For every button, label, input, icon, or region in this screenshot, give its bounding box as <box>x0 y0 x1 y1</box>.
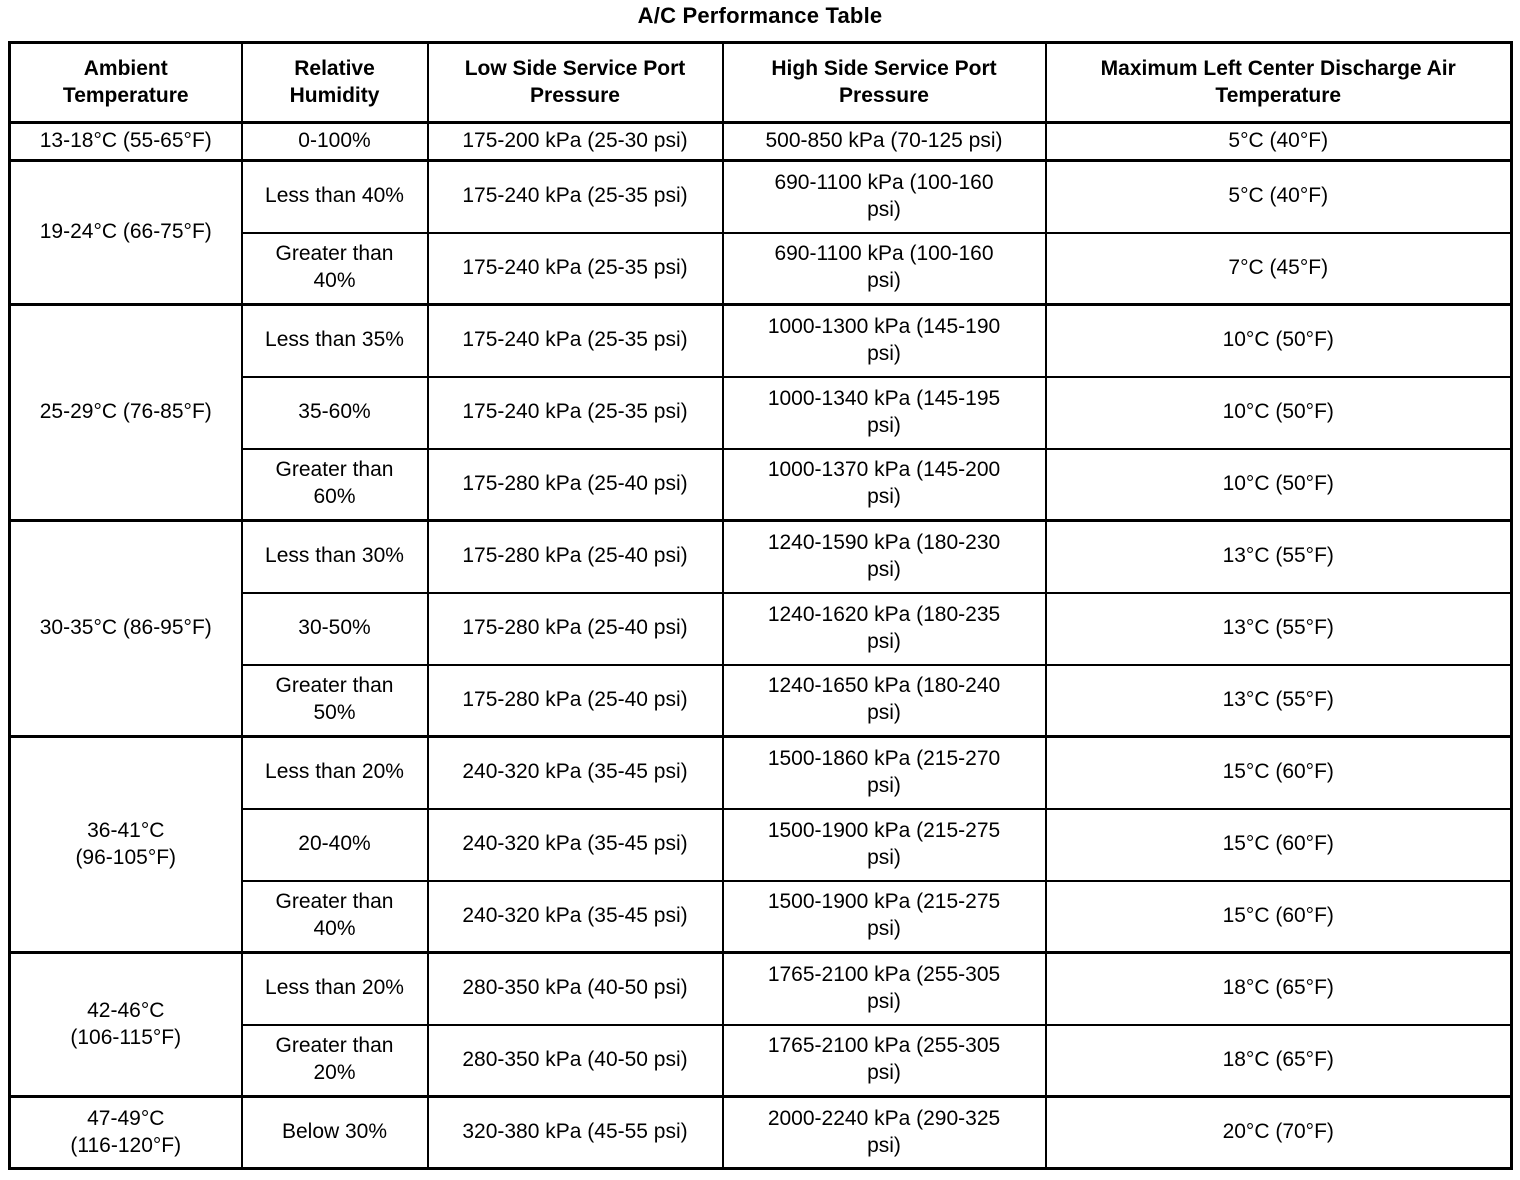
discharge-temp-cell: 13°C (55°F) <box>1044 663 1513 738</box>
table-row: Greater than 60% 175-280 kPa (25-40 psi)… <box>10 447 1513 522</box>
discharge-temp-cell: 20°C (70°F) <box>1044 1095 1513 1170</box>
low-pressure-cell: 175-240 kPa (25-35 psi) <box>426 375 724 450</box>
table-row: 19-24°C (66-75°F) Less than 40% 175-240 … <box>8 159 1513 306</box>
low-pressure-cell: 175-240 kPa (25-35 psi) <box>426 159 724 234</box>
humidity-cell: Greater than 40% <box>240 231 429 306</box>
low-pressure-cell: 175-240 kPa (25-35 psi) <box>426 303 724 378</box>
high-pressure-cell: 1240-1650 kPa (180-240 psi) <box>721 663 1047 738</box>
low-pressure-cell: 240-320 kPa (35-45 psi) <box>426 735 724 810</box>
header-max-discharge-temperature: Maximum Left Center Discharge Air Temper… <box>1044 41 1513 124</box>
humidity-cell: 0-100% <box>240 121 429 162</box>
low-pressure-cell: 175-200 kPa (25-30 psi) <box>426 121 724 162</box>
discharge-temp-cell: 10°C (50°F) <box>1044 303 1513 378</box>
discharge-temp-cell: 18°C (65°F) <box>1044 1023 1513 1098</box>
humidity-cell: Less than 40% <box>240 159 429 234</box>
ambient-cell: 42-46°C (106-115°F) <box>8 951 243 1098</box>
ambient-cell: 25-29°C (76-85°F) <box>8 303 243 522</box>
high-pressure-cell: 1765-2100 kPa (255-305 psi) <box>721 1023 1047 1098</box>
high-pressure-cell: 1500-1900 kPa (215-275 psi) <box>721 807 1047 882</box>
low-pressure-cell: 320-380 kPa (45-55 psi) <box>426 1095 724 1170</box>
ambient-cell: 36-41°C (96-105°F) <box>8 735 243 954</box>
header-high-side-pressure: High Side Service Port Pressure <box>721 41 1047 124</box>
discharge-temp-cell: 10°C (50°F) <box>1044 447 1513 522</box>
header-low-side-pressure: Low Side Service Port Pressure <box>426 41 724 124</box>
table-row: 47-49°C (116-120°F) Below 30% 320-380 kP… <box>8 1095 1513 1170</box>
table-row: 30-35°C (86-95°F) Less than 30% 175-280 … <box>8 519 1513 738</box>
high-pressure-cell: 1765-2100 kPa (255-305 psi) <box>721 951 1047 1026</box>
high-pressure-cell: 1240-1620 kPa (180-235 psi) <box>721 591 1047 666</box>
low-pressure-cell: 240-320 kPa (35-45 psi) <box>426 879 724 954</box>
header-relative-humidity: Relative Humidity <box>240 41 429 124</box>
discharge-temp-cell: 15°C (60°F) <box>1044 807 1513 882</box>
table-row: Greater than 20% 280-350 kPa (40-50 psi)… <box>10 1023 1513 1098</box>
discharge-temp-cell: 7°C (45°F) <box>1044 231 1513 306</box>
discharge-temp-cell: 15°C (60°F) <box>1044 879 1513 954</box>
humidity-cell: Less than 20% <box>240 951 429 1026</box>
humidity-cell: Greater than 40% <box>240 879 429 954</box>
header-ambient-temperature: Ambient Temperature <box>8 41 243 124</box>
humidity-cell: Greater than 20% <box>240 1023 429 1098</box>
page-title: A/C Performance Table <box>637 3 883 28</box>
table-row: 42-46°C (106-115°F) Less than 20% 280-35… <box>8 951 1513 1098</box>
humidity-cell: Greater than 50% <box>240 663 429 738</box>
high-pressure-cell: 2000-2240 kPa (290-325 psi) <box>721 1095 1047 1170</box>
high-pressure-cell: 690-1100 kPa (100-160 psi) <box>721 159 1047 234</box>
ambient-cell: 30-35°C (86-95°F) <box>8 519 243 738</box>
header-row: Ambient Temperature Relative Humidity Lo… <box>8 41 1513 124</box>
high-pressure-cell: 1240-1590 kPa (180-230 psi) <box>721 519 1047 594</box>
table-row: 13-18°C (55-65°F) 0-100% 175-200 kPa (25… <box>8 121 1513 162</box>
discharge-temp-cell: 15°C (60°F) <box>1044 735 1513 810</box>
low-pressure-cell: 175-240 kPa (25-35 psi) <box>426 231 724 306</box>
table-row: 20-40% 240-320 kPa (35-45 psi) 1500-1900… <box>10 807 1513 882</box>
ambient-cell: 19-24°C (66-75°F) <box>8 159 243 306</box>
humidity-cell: Below 30% <box>240 1095 429 1170</box>
discharge-temp-cell: 5°C (40°F) <box>1044 121 1513 162</box>
discharge-temp-cell: 13°C (55°F) <box>1044 519 1513 594</box>
humidity-cell: Greater than 60% <box>240 447 429 522</box>
high-pressure-cell: 1500-1900 kPa (215-275 psi) <box>721 879 1047 954</box>
humidity-cell: 20-40% <box>240 807 429 882</box>
ambient-cell: 47-49°C (116-120°F) <box>8 1095 243 1170</box>
low-pressure-cell: 280-350 kPa (40-50 psi) <box>426 951 724 1026</box>
high-pressure-cell: 1000-1370 kPa (145-200 psi) <box>721 447 1047 522</box>
ac-performance-table: Ambient Temperature Relative Humidity Lo… <box>8 41 1513 1170</box>
low-pressure-cell: 280-350 kPa (40-50 psi) <box>426 1023 724 1098</box>
discharge-temp-cell: 13°C (55°F) <box>1044 591 1513 666</box>
high-pressure-cell: 1000-1340 kPa (145-195 psi) <box>721 375 1047 450</box>
low-pressure-cell: 240-320 kPa (35-45 psi) <box>426 807 724 882</box>
discharge-temp-cell: 10°C (50°F) <box>1044 375 1513 450</box>
humidity-cell: Less than 35% <box>240 303 429 378</box>
discharge-temp-cell: 18°C (65°F) <box>1044 951 1513 1026</box>
discharge-temp-cell: 5°C (40°F) <box>1044 159 1513 234</box>
humidity-cell: Less than 20% <box>240 735 429 810</box>
low-pressure-cell: 175-280 kPa (25-40 psi) <box>426 591 724 666</box>
high-pressure-cell: 1000-1300 kPa (145-190 psi) <box>721 303 1047 378</box>
table-row: 25-29°C (76-85°F) Less than 35% 175-240 … <box>8 303 1513 522</box>
high-pressure-cell: 1500-1860 kPa (215-270 psi) <box>721 735 1047 810</box>
low-pressure-cell: 175-280 kPa (25-40 psi) <box>426 447 724 522</box>
ambient-cell: 13-18°C (55-65°F) <box>8 121 243 162</box>
table-row: Greater than 40% 240-320 kPa (35-45 psi)… <box>10 879 1513 954</box>
humidity-cell: 35-60% <box>240 375 429 450</box>
table-row: Greater than 40% 175-240 kPa (25-35 psi)… <box>10 231 1513 306</box>
low-pressure-cell: 175-280 kPa (25-40 psi) <box>426 663 724 738</box>
high-pressure-cell: 690-1100 kPa (100-160 psi) <box>721 231 1047 306</box>
high-pressure-cell: 500-850 kPa (70-125 psi) <box>721 121 1047 162</box>
table-row: Greater than 50% 175-280 kPa (25-40 psi)… <box>10 663 1513 738</box>
table-row: 36-41°C (96-105°F) Less than 20% 240-320… <box>8 735 1513 954</box>
table-row: 30-50% 175-280 kPa (25-40 psi) 1240-1620… <box>10 591 1513 666</box>
humidity-cell: 30-50% <box>240 591 429 666</box>
low-pressure-cell: 175-280 kPa (25-40 psi) <box>426 519 724 594</box>
table-row: 35-60% 175-240 kPa (25-35 psi) 1000-1340… <box>10 375 1513 450</box>
humidity-cell: Less than 30% <box>240 519 429 594</box>
